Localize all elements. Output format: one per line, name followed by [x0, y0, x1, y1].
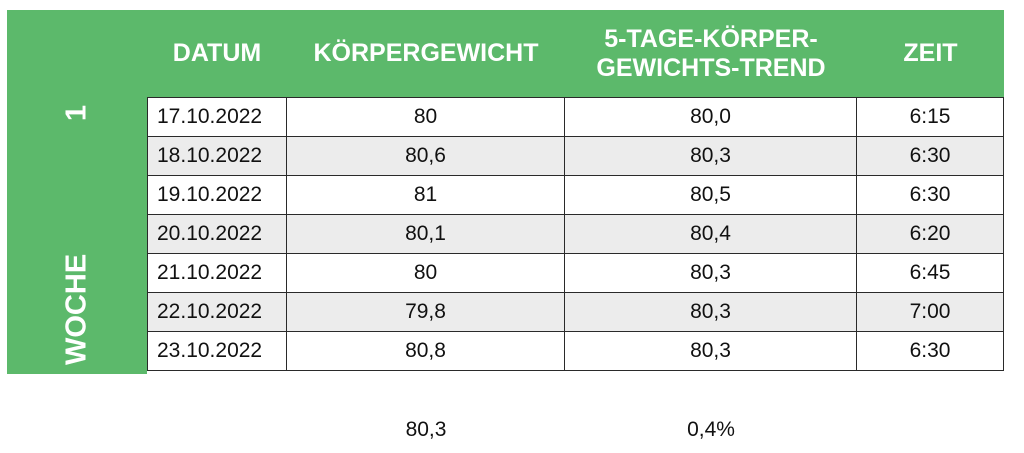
table-row: 20.10.2022 80,1 80,4 6:20 [147, 215, 1004, 254]
cell-datum: 17.10.2022 [147, 98, 287, 136]
table-row: 21.10.2022 80 80,3 6:45 [147, 254, 1004, 293]
column-header-datum: DATUM [172, 39, 262, 67]
cell-trend: 80,3 [565, 137, 857, 175]
cell-zeit: 6:20 [857, 215, 1004, 253]
cell-datum: 18.10.2022 [147, 137, 287, 175]
cell-trend: 80,3 [565, 332, 857, 370]
week-label-text: WOCHE 1 [61, 105, 94, 365]
cell-zeit: 6:30 [857, 137, 1004, 175]
table-header: DATUM KÖRPERGEWICHT 5-TAGE-KÖRPER- GEWIC… [7, 10, 1004, 97]
cell-datum: 19.10.2022 [147, 176, 287, 214]
cell-zeit: 6:30 [857, 332, 1004, 370]
cell-gewicht: 80,6 [287, 137, 565, 175]
cell-trend: 80,4 [565, 215, 857, 253]
cell-trend: 80,3 [565, 254, 857, 292]
cell-zeit: 6:30 [857, 176, 1004, 214]
cell-datum: 22.10.2022 [147, 293, 287, 331]
cell-gewicht: 81 [287, 176, 565, 214]
cell-gewicht: 80,1 [287, 215, 565, 253]
table-body: 17.10.2022 80 80,0 6:15 18.10.2022 80,6 … [147, 97, 1004, 371]
cell-gewicht: 80 [287, 254, 565, 292]
cell-gewicht: 79,8 [287, 293, 565, 331]
cell-zeit: 6:45 [857, 254, 1004, 292]
cell-datum: 23.10.2022 [147, 332, 287, 370]
trend-header-line-2: GEWICHTS-TREND [596, 53, 826, 82]
column-header-koerpergewicht: KÖRPERGEWICHT [313, 39, 539, 67]
cell-zeit: 6:15 [857, 98, 1004, 136]
summary-average-weight: 80,3 [405, 418, 447, 441]
cell-datum: 21.10.2022 [147, 254, 287, 292]
week-side-label: WOCHE 1 [7, 97, 147, 374]
cell-trend: 80,0 [565, 98, 857, 136]
table-row: 17.10.2022 80 80,0 6:15 [147, 97, 1004, 137]
trend-header-line-1: 5-TAGE-KÖRPER- [604, 24, 818, 53]
table-row: 23.10.2022 80,8 80,3 6:30 [147, 332, 1004, 371]
summary-change-percent: 0,4% [687, 418, 735, 441]
week-label-word: WOCHE [60, 253, 93, 365]
column-header-zeit: ZEIT [903, 39, 958, 67]
cell-gewicht: 80,8 [287, 332, 565, 370]
cell-trend: 80,3 [565, 293, 857, 331]
cell-zeit: 7:00 [857, 293, 1004, 331]
cell-datum: 20.10.2022 [147, 215, 287, 253]
table-row: 19.10.2022 81 80,5 6:30 [147, 176, 1004, 215]
cell-trend: 80,5 [565, 176, 857, 214]
week-label-number: 1 [60, 105, 93, 122]
table-row: 22.10.2022 79,8 80,3 7:00 [147, 293, 1004, 332]
column-header-trend: 5-TAGE-KÖRPER- GEWICHTS-TREND [565, 10, 857, 97]
table-row: 18.10.2022 80,6 80,3 6:30 [147, 137, 1004, 176]
cell-gewicht: 80 [287, 98, 565, 136]
